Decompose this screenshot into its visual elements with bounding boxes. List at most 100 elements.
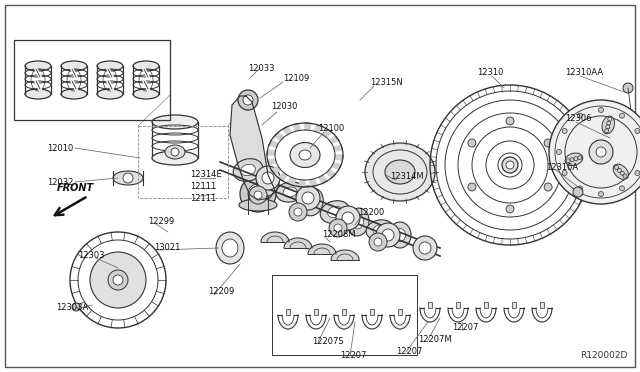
Polygon shape — [323, 129, 332, 137]
Circle shape — [329, 219, 347, 237]
Polygon shape — [308, 244, 336, 254]
Ellipse shape — [241, 164, 255, 176]
Ellipse shape — [257, 168, 279, 196]
Circle shape — [90, 252, 146, 308]
Circle shape — [578, 190, 588, 200]
Bar — [456, 302, 460, 308]
Ellipse shape — [61, 89, 87, 99]
Ellipse shape — [283, 187, 297, 197]
Circle shape — [262, 172, 274, 184]
Ellipse shape — [299, 150, 311, 160]
Text: 12032: 12032 — [47, 177, 74, 186]
Text: 12207S: 12207S — [312, 337, 344, 346]
Bar — [428, 302, 432, 308]
Polygon shape — [283, 126, 291, 135]
Circle shape — [113, 275, 123, 285]
Polygon shape — [333, 145, 342, 151]
Text: 12303A: 12303A — [56, 304, 88, 312]
Ellipse shape — [389, 222, 411, 248]
Ellipse shape — [385, 160, 415, 184]
Ellipse shape — [262, 175, 273, 189]
Bar — [342, 309, 346, 315]
Circle shape — [557, 150, 561, 154]
Polygon shape — [269, 141, 278, 147]
Ellipse shape — [347, 208, 369, 236]
Polygon shape — [332, 163, 341, 170]
Polygon shape — [293, 124, 300, 131]
Ellipse shape — [152, 151, 198, 165]
Circle shape — [376, 223, 400, 247]
Text: 12200: 12200 — [358, 208, 384, 217]
Bar — [138, 126, 228, 198]
Bar — [314, 309, 318, 315]
Circle shape — [468, 183, 476, 191]
Circle shape — [468, 139, 476, 147]
Polygon shape — [230, 96, 275, 200]
Circle shape — [419, 242, 431, 254]
Circle shape — [506, 117, 514, 125]
Ellipse shape — [222, 239, 238, 257]
Text: 12207: 12207 — [396, 347, 422, 356]
Ellipse shape — [276, 182, 304, 202]
Ellipse shape — [239, 199, 277, 211]
Text: 12310A: 12310A — [546, 163, 578, 171]
Text: FRONT: FRONT — [56, 183, 93, 193]
Polygon shape — [275, 132, 284, 140]
Ellipse shape — [565, 153, 583, 166]
Circle shape — [334, 224, 342, 232]
Ellipse shape — [365, 143, 435, 201]
Circle shape — [374, 238, 382, 246]
Circle shape — [506, 205, 514, 213]
Polygon shape — [310, 179, 317, 187]
Polygon shape — [271, 166, 281, 174]
Ellipse shape — [394, 228, 406, 241]
Polygon shape — [261, 232, 289, 242]
Bar — [272, 275, 417, 355]
Ellipse shape — [320, 201, 350, 223]
Circle shape — [544, 183, 552, 191]
Circle shape — [577, 186, 582, 191]
Circle shape — [620, 113, 625, 118]
Text: 12315N: 12315N — [370, 77, 403, 87]
Circle shape — [620, 186, 625, 191]
Circle shape — [256, 166, 280, 190]
Polygon shape — [268, 159, 276, 165]
Ellipse shape — [25, 89, 51, 99]
Circle shape — [382, 229, 394, 241]
Text: R120002D: R120002D — [580, 351, 628, 360]
Polygon shape — [326, 170, 336, 177]
Circle shape — [549, 100, 640, 204]
Circle shape — [108, 270, 128, 290]
Circle shape — [240, 176, 276, 212]
Polygon shape — [314, 125, 323, 133]
Circle shape — [596, 147, 606, 157]
Text: 12111: 12111 — [190, 193, 216, 202]
Circle shape — [336, 206, 360, 230]
Text: 12100: 12100 — [318, 124, 344, 132]
Circle shape — [544, 139, 552, 147]
Text: 12010: 12010 — [47, 144, 73, 153]
Text: 12207: 12207 — [452, 324, 478, 333]
Ellipse shape — [123, 173, 133, 183]
Polygon shape — [335, 155, 343, 160]
Ellipse shape — [290, 142, 320, 167]
Text: 12310AA: 12310AA — [565, 67, 603, 77]
Ellipse shape — [152, 115, 198, 129]
Ellipse shape — [113, 171, 143, 185]
Ellipse shape — [233, 159, 263, 181]
Polygon shape — [288, 177, 296, 185]
Circle shape — [302, 192, 314, 204]
Ellipse shape — [613, 164, 628, 179]
Text: 12109: 12109 — [283, 74, 309, 83]
Ellipse shape — [97, 61, 123, 71]
Ellipse shape — [353, 215, 364, 229]
Ellipse shape — [97, 89, 123, 99]
Ellipse shape — [301, 188, 323, 216]
Circle shape — [249, 186, 267, 204]
Circle shape — [369, 233, 387, 251]
Polygon shape — [299, 180, 305, 187]
Circle shape — [589, 140, 613, 164]
Ellipse shape — [216, 232, 244, 264]
Circle shape — [289, 203, 307, 221]
Circle shape — [598, 108, 604, 112]
